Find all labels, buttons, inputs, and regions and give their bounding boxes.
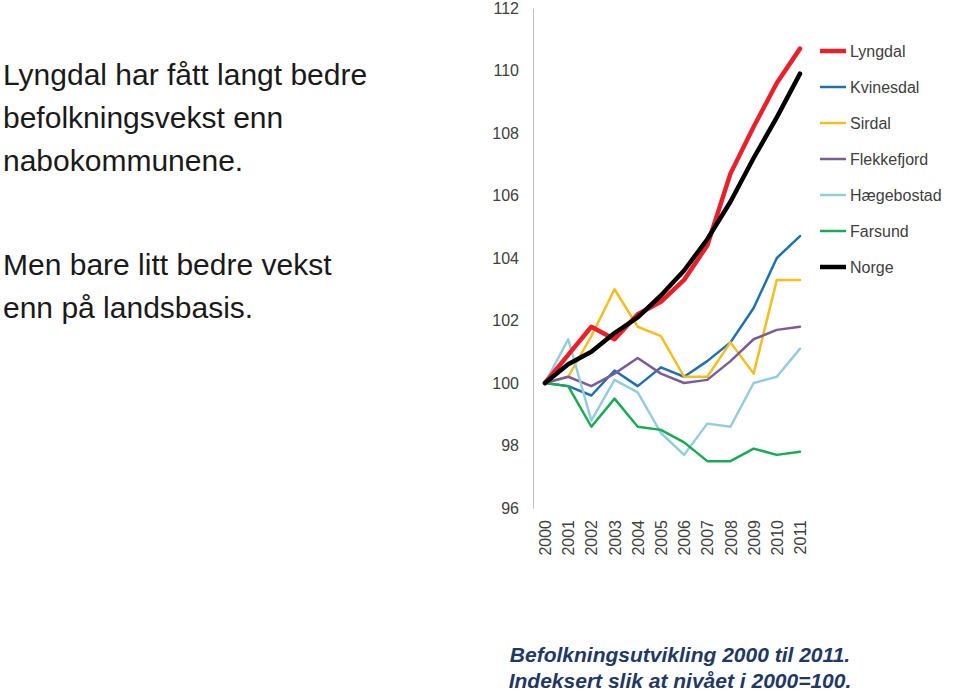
y-tick: 112 — [493, 0, 533, 17]
y-tick: 98 — [501, 437, 533, 454]
x-tick: 2000 — [537, 508, 554, 556]
legend-label: Farsund — [850, 223, 909, 240]
series-line — [545, 280, 800, 383]
x-tick: 2003 — [607, 508, 624, 556]
y-tick-label: 104 — [492, 250, 519, 267]
y-tick: 110 — [493, 62, 533, 79]
x-axis-line — [546, 508, 801, 509]
chart: 9698100102104106108110112200020012002200… — [0, 0, 960, 693]
x-tick-label: 2004 — [630, 520, 647, 556]
legend: Lyngdal Kvinesdal Sirdal Flekkefjord Hægebos… — [820, 43, 942, 276]
legend-swatch — [820, 49, 846, 54]
x-tick: 2006 — [676, 508, 693, 556]
y-tick-label: 102 — [492, 312, 519, 329]
x-tick-label: 2005 — [653, 520, 670, 556]
y-tick-label: 110 — [493, 62, 519, 79]
annotations: Lyngdal har fått langt bedre befolkningsv… — [3, 58, 367, 324]
legend-swatch — [820, 265, 846, 270]
legend-swatch — [820, 158, 846, 161]
x-tick: 2005 — [653, 508, 670, 556]
y-tick: 96 — [501, 500, 533, 517]
x-tick-label: 2003 — [607, 520, 624, 556]
title: Befolkningsutvikling 2000 til 2011. — [510, 643, 850, 666]
x-tick-label: 2000 — [537, 520, 554, 556]
x-tick-label: 2008 — [723, 520, 740, 556]
y-tick-label: 100 — [492, 375, 519, 392]
annotation-line: befolkningsvekst enn — [3, 101, 283, 134]
x-axis: 2000 2001 2002 2003 2004 2005 2006 2007 2008 2009… — [537, 508, 809, 556]
series-line — [545, 236, 800, 395]
x-tick-label: 2011 — [792, 520, 809, 555]
x-tick: 2010 — [769, 508, 786, 556]
y-tick: 102 — [492, 312, 533, 329]
y-tick-label: 96 — [501, 500, 519, 517]
y-tick: 100 — [492, 375, 533, 392]
x-tick-label: 2007 — [699, 520, 716, 556]
legend-label: Kvinesdal — [850, 79, 919, 96]
x-tick-label: 2010 — [769, 520, 786, 556]
y-tick-label: 112 — [493, 0, 519, 17]
x-tick: 2009 — [746, 508, 763, 556]
annotation-line: enn på landsbasis. — [3, 291, 253, 324]
x-tick: 2007 — [699, 508, 716, 556]
x-tick: 2001 — [560, 508, 577, 556]
series-line — [545, 74, 800, 383]
legend-swatch — [820, 86, 846, 89]
y-tick-label: 98 — [501, 437, 519, 454]
legend-swatch — [820, 230, 846, 233]
legend-label: Hægebostad — [850, 187, 942, 204]
y-axis-line — [533, 9, 534, 509]
y-axis: 96 98 100 102 104 106 108 110 112 — [492, 0, 533, 517]
x-tick-label: 2001 — [560, 520, 577, 556]
y-tick: 108 — [492, 125, 533, 142]
y-tick: 106 — [492, 187, 533, 204]
x-tick-label: 2002 — [583, 520, 600, 556]
x-tick: 2011 — [792, 508, 809, 554]
legend-swatch — [820, 194, 846, 197]
annotation-line: Lyngdal har fått langt bedre — [3, 58, 367, 91]
lines — [545, 49, 800, 462]
x-tick: 2002 — [583, 508, 600, 556]
y-tick-label: 108 — [492, 125, 519, 142]
y-tick: 104 — [492, 250, 533, 267]
legend-swatch — [820, 122, 846, 125]
series-line — [545, 383, 800, 461]
annotation-line: Men bare litt bedre vekst — [3, 248, 332, 281]
subtitle: Indeksert slik at nivået i 2000=100. — [509, 669, 852, 692]
annotation-line: nabokommunene. — [3, 144, 243, 177]
x-tick: 2004 — [630, 508, 647, 556]
legend-label: Sirdal — [850, 115, 891, 132]
y-tick-label: 106 — [492, 187, 519, 204]
series-line — [545, 49, 800, 383]
x-tick: 2008 — [723, 508, 740, 556]
legend-label: Norge — [850, 259, 894, 276]
x-tick-label: 2006 — [676, 520, 693, 556]
x-tick-label: 2009 — [746, 520, 763, 556]
legend-label: Flekkefjord — [850, 151, 928, 168]
legend-label: Lyngdal — [850, 43, 905, 60]
